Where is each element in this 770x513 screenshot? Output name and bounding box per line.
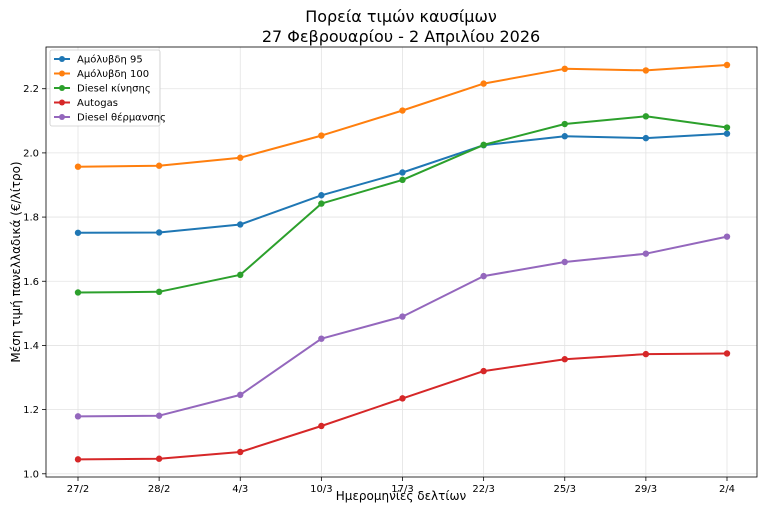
- x-tick-label: 28/2: [148, 484, 170, 495]
- legend-label: Autogas: [77, 98, 118, 109]
- data-point: [318, 335, 325, 342]
- legend-swatch-marker: [59, 85, 65, 91]
- legend-swatch-marker: [59, 99, 65, 106]
- plot-frame: [45, 46, 758, 478]
- data-point: [74, 229, 82, 236]
- y-tick-label: 2.0: [23, 148, 39, 159]
- data-point: [318, 200, 325, 207]
- legend-label: Αμόλυβδη 95: [77, 54, 143, 66]
- data-point: [642, 113, 650, 120]
- y-axis-label: Μέση τιμή πανελλαδικά (€/λίτρο): [9, 161, 23, 362]
- legend-label: Diesel θέρμανσης: [77, 112, 166, 124]
- data-point: [155, 455, 163, 462]
- data-point: [237, 271, 244, 279]
- data-point: [561, 356, 568, 363]
- data-point: [399, 107, 406, 114]
- x-tick-label: 17/3: [391, 484, 413, 495]
- data-point: [74, 456, 82, 463]
- legend-swatch-marker: [59, 114, 65, 120]
- x-axis-label: Ημερομηνίες δελτίων: [336, 489, 467, 503]
- x-tick-label: 2/4: [719, 484, 735, 495]
- legend: Αμόλυβδη 95 Αμόλυβδη 100 Diesel κίνησης Aut…: [49, 49, 166, 127]
- data-point: [723, 350, 731, 357]
- data-point: [155, 229, 163, 236]
- y-tick-label: 1.6: [23, 277, 39, 288]
- y-tick-label: 1.2: [23, 405, 39, 416]
- x-tick-label: 27/2: [67, 484, 89, 495]
- series-lines: [74, 61, 731, 463]
- data-point: [155, 162, 163, 169]
- data-point: [74, 163, 82, 170]
- data-point: [480, 272, 487, 280]
- legend-box: [49, 49, 161, 127]
- data-point: [318, 132, 325, 139]
- legend-label: Αμόλυβδη 100: [77, 68, 149, 80]
- x-tick-label: 4/3: [232, 484, 248, 495]
- data-point: [480, 80, 487, 87]
- data-point: [318, 192, 325, 199]
- data-point: [561, 258, 568, 266]
- data-point: [642, 67, 650, 74]
- data-point: [642, 134, 650, 142]
- chart-subtitle: 27 Φεβρουαρίου - 2 Απριλίου 2026: [262, 27, 540, 46]
- legend-label: Diesel κίνησης: [77, 83, 151, 95]
- x-tick-label: 10/3: [310, 484, 332, 495]
- data-point: [723, 124, 731, 131]
- data-point: [723, 61, 731, 69]
- legend-swatch-marker: [59, 56, 65, 62]
- data-point: [399, 395, 406, 402]
- data-point: [399, 313, 406, 320]
- y-tick-label: 1.0: [23, 469, 39, 480]
- y-tick-label: 1.4: [23, 341, 39, 352]
- y-tick-label: 2.2: [23, 84, 39, 95]
- data-point: [155, 288, 163, 296]
- x-tick-label: 25/3: [554, 484, 576, 495]
- data-point: [561, 120, 568, 128]
- chart-title: Πορεία τιμών καυσίμων: [305, 7, 497, 26]
- data-point: [237, 154, 244, 161]
- y-tick-label: 1.8: [23, 213, 39, 224]
- data-point: [642, 350, 650, 358]
- data-point: [74, 413, 82, 420]
- data-point: [155, 412, 163, 419]
- data-point: [399, 169, 406, 176]
- x-tick-label: 29/3: [635, 484, 657, 495]
- axis-ticks: 1.0 1.2 1.4 1.6 1.8 2.0 2.2 27/2 28/2 4/3 10/3 17/3…: [23, 84, 735, 495]
- data-point: [642, 250, 650, 257]
- data-point: [237, 391, 244, 399]
- data-point: [399, 176, 406, 184]
- data-point: [561, 133, 568, 140]
- data-point: [237, 448, 244, 456]
- x-tick-label: 22/3: [472, 484, 494, 495]
- data-point: [237, 221, 244, 228]
- data-point: [561, 65, 568, 73]
- data-point: [723, 233, 731, 240]
- data-point: [74, 289, 82, 296]
- data-point: [480, 141, 487, 149]
- data-point: [723, 130, 731, 137]
- legend-swatch-marker: [59, 70, 65, 77]
- data-point: [480, 367, 487, 375]
- data-point: [318, 422, 325, 430]
